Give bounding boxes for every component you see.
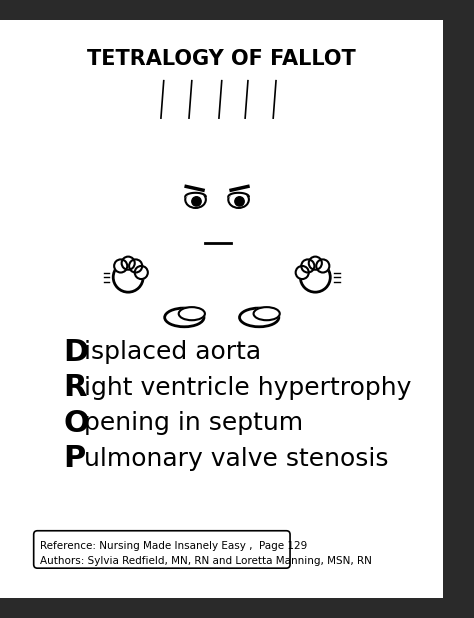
Text: P: P [64, 444, 86, 473]
Text: Reference: Nursing Made Insanely Easy ,  Page 129
Authors: Sylvia Redfield, MN, : Reference: Nursing Made Insanely Easy , … [40, 541, 372, 566]
Circle shape [296, 266, 309, 279]
Text: ulmonary valve stenosis: ulmonary valve stenosis [84, 447, 389, 471]
Circle shape [235, 197, 244, 206]
Circle shape [301, 262, 330, 292]
Circle shape [114, 260, 127, 273]
Text: D: D [64, 337, 89, 366]
Circle shape [301, 260, 314, 273]
Circle shape [192, 197, 201, 206]
Circle shape [113, 262, 143, 292]
Text: ight ventricle hypertrophy: ight ventricle hypertrophy [84, 376, 411, 400]
Text: pening in septum: pening in septum [84, 411, 303, 435]
Circle shape [122, 256, 135, 269]
Circle shape [135, 266, 148, 279]
Text: R: R [64, 373, 87, 402]
Text: isplaced aorta: isplaced aorta [84, 340, 261, 364]
Ellipse shape [164, 308, 204, 327]
Ellipse shape [254, 307, 280, 320]
Circle shape [129, 260, 142, 273]
FancyBboxPatch shape [8, 27, 436, 591]
Ellipse shape [228, 191, 249, 208]
Ellipse shape [185, 191, 206, 208]
FancyBboxPatch shape [11, 31, 432, 587]
Circle shape [316, 260, 329, 273]
Circle shape [309, 256, 322, 269]
Ellipse shape [179, 307, 205, 320]
FancyBboxPatch shape [34, 531, 290, 568]
Text: TETRALOGY OF FALLOT: TETRALOGY OF FALLOT [87, 49, 356, 69]
Ellipse shape [239, 308, 279, 327]
Text: O: O [64, 408, 90, 438]
